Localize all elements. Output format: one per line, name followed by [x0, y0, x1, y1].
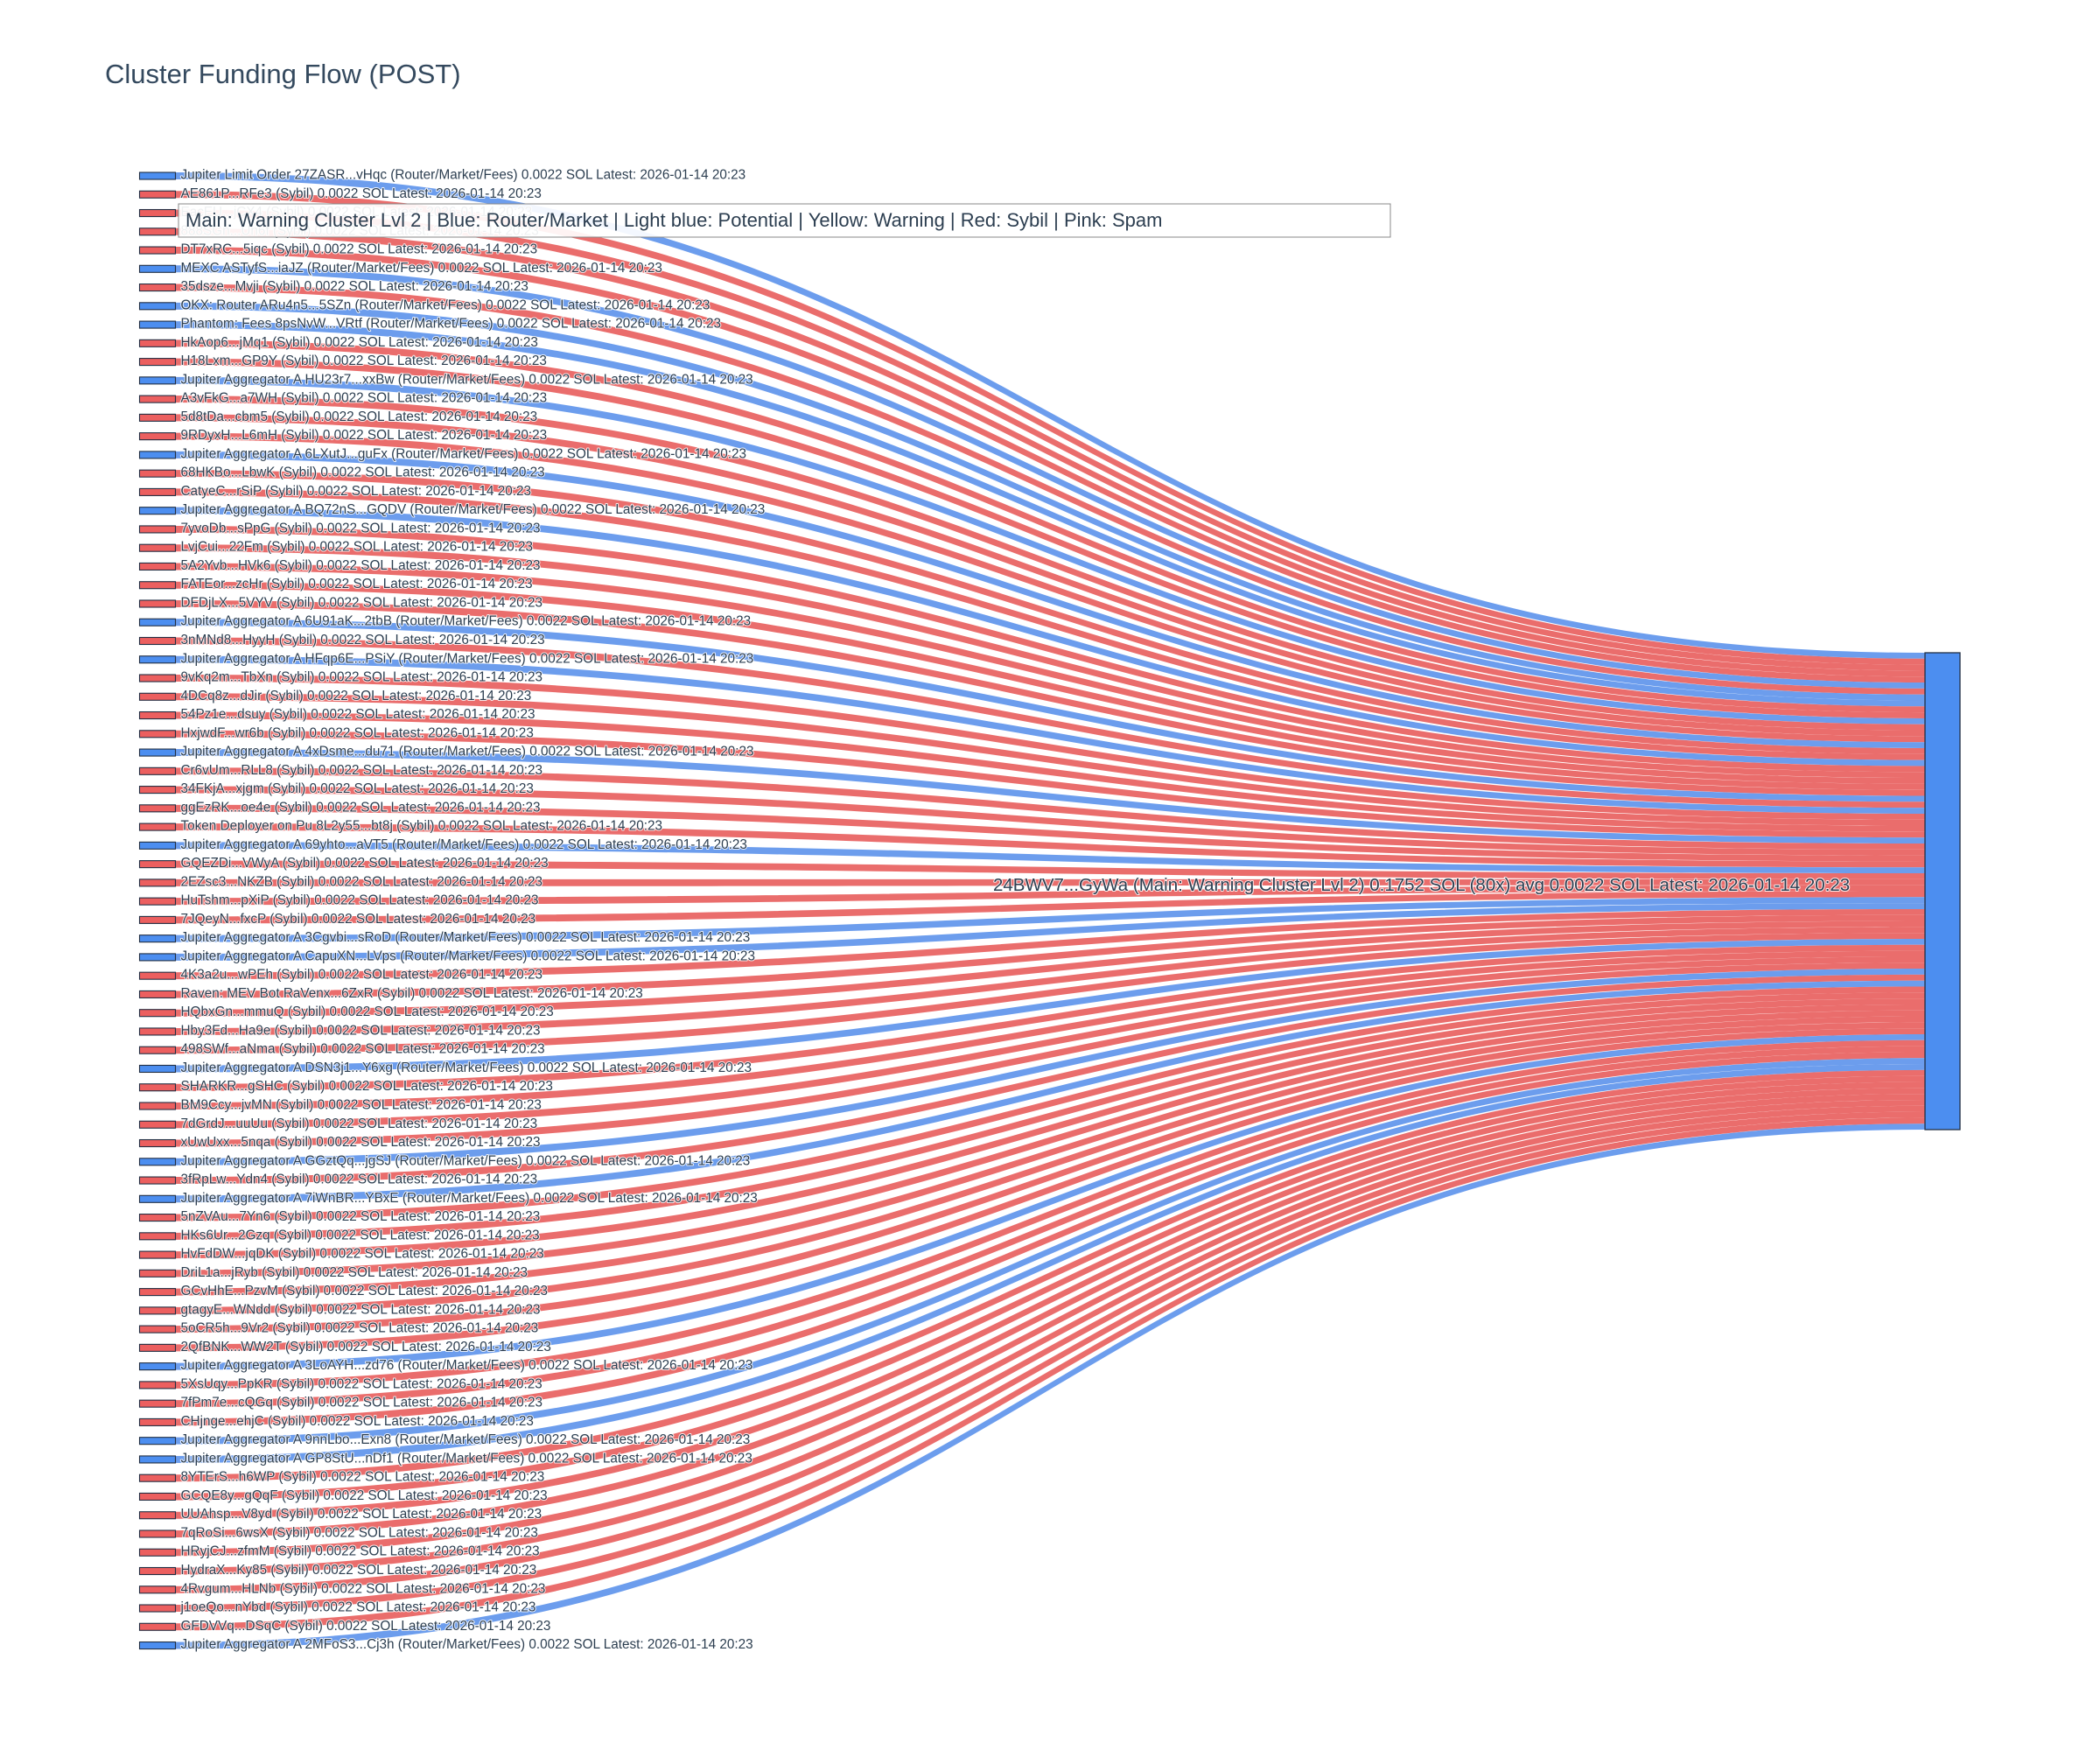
svg-text:Jupiter Aggregator A GP8StU...: Jupiter Aggregator A GP8StU...nDf1 (Rout…	[181, 1451, 752, 1466]
svg-text:Jupiter Aggregator A 9nnLbo...: Jupiter Aggregator A 9nnLbo...Exn8 (Rout…	[181, 1432, 751, 1447]
svg-text:7JQeyN...fxcP (Sybil) 0.0022 S: 7JQeyN...fxcP (Sybil) 0.0022 SOL Latest:…	[181, 912, 536, 927]
svg-text:Jupiter Aggregator A DSN3j1...: Jupiter Aggregator A DSN3j1...Y6xg (Rout…	[181, 1060, 752, 1075]
svg-text:H18Lxm...GP9Y (Sybil) 0.0022 S: H18Lxm...GP9Y (Sybil) 0.0022 SOL Latest:…	[181, 354, 547, 368]
svg-text:68HKBo...LbwK (Sybil) 0.0022 S: 68HKBo...LbwK (Sybil) 0.0022 SOL Latest:…	[181, 466, 545, 480]
svg-text:Jupiter Limit Order 27ZASR...: Jupiter Limit Order 27ZASR...vHqc (Route…	[181, 168, 746, 183]
svg-text:HkAop6...jMq1 (Sybil) 0.0022 S: HkAop6...jMq1 (Sybil) 0.0022 SOL Latest:…	[181, 335, 538, 350]
svg-text:Main: Warning Cluster Lvl 2 |: Main: Warning Cluster Lvl 2 | Blue: Rout…	[186, 209, 1162, 231]
svg-text:4K3a2u...wPEh (Sybil) 0.0022 S: 4K3a2u...wPEh (Sybil) 0.0022 SOL Latest:…	[181, 968, 543, 983]
svg-text:Jupiter Aggregator A 69yhto...: Jupiter Aggregator A 69yhto...aVT5 (Rout…	[181, 837, 747, 852]
svg-text:Jupiter Aggregator A HFqp6E...: Jupiter Aggregator A HFqp6E...PSiY (Rout…	[181, 651, 754, 666]
svg-text:BM9Ccy...jvMN (Sybil) 0.0022 S: BM9Ccy...jvMN (Sybil) 0.0022 SOL Latest:…	[181, 1098, 542, 1113]
svg-text:ggEzRK...oe4e (Sybil) 0.0022 S: ggEzRK...oe4e (Sybil) 0.0022 SOL Latest:…	[181, 800, 541, 815]
svg-text:4DCq8z...dJir (Sybil) 0.0022 S: 4DCq8z...dJir (Sybil) 0.0022 SOL Latest:…	[181, 689, 532, 704]
svg-text:GQEZDi...VWyA (Sybil) 0.0022 S: GQEZDi...VWyA (Sybil) 0.0022 SOL Latest:…	[181, 856, 549, 871]
svg-text:HQbxGn...mmuQ (Sybil) 0.0022 S: HQbxGn...mmuQ (Sybil) 0.0022 SOL Latest:…	[181, 1004, 554, 1019]
svg-text:7dGrdJ...uuUu (Sybil) 0.0022 S: 7dGrdJ...uuUu (Sybil) 0.0022 SOL Latest:…	[181, 1116, 538, 1131]
svg-text:DT7xRC...5iqc (Sybil) 0.0022 S: DT7xRC...5iqc (Sybil) 0.0022 SOL Latest:…	[181, 242, 538, 257]
svg-text:4Rvgum...HLNb (Sybil) 0.0022 S: 4Rvgum...HLNb (Sybil) 0.0022 SOL Latest:…	[181, 1581, 546, 1596]
svg-text:HKs6Ur...2Gzq (Sybil) 0.0022 S: HKs6Ur...2Gzq (Sybil) 0.0022 SOL Latest:…	[181, 1228, 540, 1242]
svg-text:Jupiter Aggregator A 3LoAYH...: Jupiter Aggregator A 3LoAYH...zd76 (Rout…	[181, 1358, 753, 1373]
svg-text:2EZsc3...NKZB (Sybil) 0.0022 S: 2EZsc3...NKZB (Sybil) 0.0022 SOL Latest:…	[181, 874, 543, 889]
svg-text:Jupiter Aggregator A BQ72nS...: Jupiter Aggregator A BQ72nS...GQDV (Rout…	[181, 502, 766, 517]
svg-text:gtagyE...WNdd (Sybil) 0.0022 S: gtagyE...WNdd (Sybil) 0.0022 SOL Latest:…	[181, 1302, 541, 1317]
svg-text:5XsUqy...PpKR (Sybil) 0.0022 S: 5XsUqy...PpKR (Sybil) 0.0022 SOL Latest:…	[181, 1376, 542, 1391]
svg-text:xUwUxx...5nqa (Sybil) 0.0022 S: xUwUxx...5nqa (Sybil) 0.0022 SOL Latest:…	[181, 1135, 541, 1150]
svg-text:FATEor...zcHr (Sybil) 0.0022 S: FATEor...zcHr (Sybil) 0.0022 SOL Latest:…	[181, 577, 533, 592]
svg-text:UUAhsp...V8yd (Sybil) 0.0022 S: UUAhsp...V8yd (Sybil) 0.0022 SOL Latest:…	[181, 1507, 542, 1522]
svg-text:54Pz1e...dsuy (Sybil) 0.0022 S: 54Pz1e...dsuy (Sybil) 0.0022 SOL Latest:…	[181, 707, 536, 722]
svg-text:8YTErS...h6WP (Sybil) 0.0022 S: 8YTErS...h6WP (Sybil) 0.0022 SOL Latest:…	[181, 1470, 545, 1485]
svg-text:j1oeQo...nYbd (Sybil) 0.0022 S: j1oeQo...nYbd (Sybil) 0.0022 SOL Latest:…	[180, 1600, 536, 1615]
svg-text:HydraX...Ky85 (Sybil) 0.0022 S: HydraX...Ky85 (Sybil) 0.0022 SOL Latest:…	[181, 1563, 537, 1578]
svg-text:CatyeC...rSiP (Sybil) 0.0022 S: CatyeC...rSiP (Sybil) 0.0022 SOL Latest:…	[181, 484, 532, 499]
svg-text:SHARKR...gSHC (Sybil) 0.0022 S: SHARKR...gSHC (Sybil) 0.0022 SOL Latest:…	[181, 1079, 553, 1094]
svg-text:7qRoSi...6wsX (Sybil) 0.0022 S: 7qRoSi...6wsX (Sybil) 0.0022 SOL Latest:…	[181, 1525, 538, 1540]
svg-text:Raven: MEV Bot RaVenx...6ZxR (: Raven: MEV Bot RaVenx...6ZxR (Sybil) 0.0…	[181, 986, 643, 1001]
svg-text:GFDVVq...DSqC (Sybil) 0.0022 S: GFDVVq...DSqC (Sybil) 0.0022 SOL Latest:…	[181, 1619, 551, 1634]
svg-text:HxjwdF...wr6b (Sybil) 0.0022 S: HxjwdF...wr6b (Sybil) 0.0022 SOL Latest:…	[181, 725, 534, 740]
svg-text:9vKq2m...TbXn (Sybil) 0.0022 S: 9vKq2m...TbXn (Sybil) 0.0022 SOL Latest:…	[181, 670, 543, 685]
svg-text:Cr6vUm...RLL8 (Sybil) 0.0022 S: Cr6vUm...RLL8 (Sybil) 0.0022 SOL Latest:…	[181, 763, 543, 778]
svg-text:OKX: Router ARu4n5...5SZn (Rou: OKX: Router ARu4n5...5SZn (Router/Market…	[181, 298, 710, 312]
svg-text:35dsze...Mvji (Sybil) 0.0022 S: 35dsze...Mvji (Sybil) 0.0022 SOL Latest:…	[181, 279, 528, 294]
svg-text:24BWV7...GyWa (Main: Warning C: 24BWV7...GyWa (Main: Warning Cluster Lvl…	[993, 875, 1850, 895]
svg-text:Cluster Funding Flow (POST): Cluster Funding Flow (POST)	[105, 59, 461, 89]
svg-text:Phantom: Fees 8psNvW...VRtf (R: Phantom: Fees 8psNvW...VRtf (Router/Mark…	[181, 317, 722, 332]
svg-text:CHjnge...ehjC (Sybil) 0.0022 S: CHjnge...ehjC (Sybil) 0.0022 SOL Latest:…	[181, 1414, 534, 1429]
svg-text:5nZVAu...7Yn6 (Sybil) 0.0022 S: 5nZVAu...7Yn6 (Sybil) 0.0022 SOL Latest:…	[181, 1209, 541, 1224]
svg-text:Jupiter Aggregator A GGztQq...: Jupiter Aggregator A GGztQq...jgSJ (Rout…	[181, 1153, 751, 1168]
svg-text:HvFdDW...jqDK (Sybil) 0.0022 S: HvFdDW...jqDK (Sybil) 0.0022 SOL Latest:…	[181, 1247, 544, 1262]
svg-text:2QfBNK...WW2T (Sybil) 0.0022 S: 2QfBNK...WW2T (Sybil) 0.0022 SOL Latest:…	[181, 1340, 551, 1354]
svg-text:MEXC ASTyfS...iaJZ (Router/Mar: MEXC ASTyfS...iaJZ (Router/Market/Fees) …	[181, 261, 662, 276]
svg-text:A3vFkG...a7WH (Sybil) 0.0022 S: A3vFkG...a7WH (Sybil) 0.0022 SOL Latest:…	[181, 391, 548, 406]
svg-text:5d8tDa...cbm5 (Sybil) 0.0022 S: 5d8tDa...cbm5 (Sybil) 0.0022 SOL Latest:…	[181, 410, 538, 424]
svg-text:Token Deployer on Pu 8L2y55...: Token Deployer on Pu 8L2y55...bt8j (Sybi…	[181, 819, 662, 834]
svg-text:Jupiter Aggregator A 3Cgvbi...: Jupiter Aggregator A 3Cgvbi...sRoD (Rout…	[181, 930, 751, 945]
svg-text:3nMNd8...HyyH (Sybil) 0.0022 S: 3nMNd8...HyyH (Sybil) 0.0022 SOL Latest:…	[181, 633, 545, 648]
svg-text:Jupiter Aggregator A 7iWnBR...: Jupiter Aggregator A 7iWnBR...YBxE (Rout…	[181, 1191, 758, 1206]
svg-text:9RDyxH...L6mH (Sybil) 0.0022 S: 9RDyxH...L6mH (Sybil) 0.0022 SOL Latest:…	[181, 428, 548, 443]
svg-text:Jupiter Aggregator A 6U91aK...: Jupiter Aggregator A 6U91aK...2tbB (Rout…	[181, 614, 752, 629]
svg-text:LvjCui...22Fm (Sybil) 0.0022 S: LvjCui...22Fm (Sybil) 0.0022 SOL Latest:…	[181, 540, 533, 555]
svg-text:Hby3Fd...Ha9e (Sybil) 0.0022 S: Hby3Fd...Ha9e (Sybil) 0.0022 SOL Latest:…	[181, 1023, 541, 1038]
svg-text:5A2Yvb...HVk6 (Sybil) 0.0022 S: 5A2Yvb...HVk6 (Sybil) 0.0022 SOL Latest:…	[181, 558, 541, 573]
svg-text:Jupiter Aggregator A HU23r7...: Jupiter Aggregator A HU23r7...xxBw (Rout…	[181, 372, 753, 387]
svg-text:HRyjCJ...zfmM (Sybil) 0.0022 S: HRyjCJ...zfmM (Sybil) 0.0022 SOL Latest:…	[181, 1544, 540, 1559]
svg-text:GCvHhE...PzvM (Sybil) 0.0022 S: GCvHhE...PzvM (Sybil) 0.0022 SOL Latest:…	[181, 1284, 548, 1298]
svg-text:5oCR5h...9Vr2 (Sybil) 0.0022 S: 5oCR5h...9Vr2 (Sybil) 0.0022 SOL Latest:…	[181, 1321, 539, 1336]
svg-text:Jupiter Aggregator A 4xDsme...: Jupiter Aggregator A 4xDsme...du71 (Rout…	[181, 745, 754, 760]
svg-text:34FKjA...xjgm (Sybil) 0.0022 S: 34FKjA...xjgm (Sybil) 0.0022 SOL Latest:…	[181, 781, 534, 796]
svg-text:Jupiter Aggregator A 2MFoS3...: Jupiter Aggregator A 2MFoS3...Cj3h (Rout…	[181, 1637, 753, 1652]
svg-text:HuTshm...pXiP (Sybil) 0.0022 S: HuTshm...pXiP (Sybil) 0.0022 SOL Latest:…	[181, 893, 539, 908]
svg-text:DriL1a...jRyb (Sybil) 0.0022 S: DriL1a...jRyb (Sybil) 0.0022 SOL Latest:…	[181, 1265, 528, 1280]
svg-text:3fRpLw...Ydn4 (Sybil) 0.0022 S: 3fRpLw...Ydn4 (Sybil) 0.0022 SOL Latest:…	[181, 1172, 538, 1187]
svg-text:Jupiter Aggregator A 6LXutJ...: Jupiter Aggregator A 6LXutJ...guFx (Rout…	[181, 446, 747, 461]
svg-text:AE861P...RFe3 (Sybil) 0.0022 S: AE861P...RFe3 (Sybil) 0.0022 SOL Latest:…	[181, 186, 542, 201]
svg-text:498SWf...aNma (Sybil) 0.0022 S: 498SWf...aNma (Sybil) 0.0022 SOL Latest:…	[181, 1042, 545, 1057]
svg-text:Jupiter Aggregator A CapuXN...: Jupiter Aggregator A CapuXN...LVps (Rout…	[181, 948, 755, 963]
svg-text:GCQE8y...gQqF (Sybil) 0.0022 S: GCQE8y...gQqF (Sybil) 0.0022 SOL Latest:…	[181, 1488, 548, 1503]
svg-text:DFDjLX...5VYV (Sybil) 0.0022 S: DFDjLX...5VYV (Sybil) 0.0022 SOL Latest:…	[181, 595, 543, 610]
svg-text:7yvoDb...sPpG (Sybil) 0.0022 S: 7yvoDb...sPpG (Sybil) 0.0022 SOL Latest:…	[181, 521, 541, 536]
svg-text:7fPm7e...cQGq (Sybil) 0.0022 S: 7fPm7e...cQGq (Sybil) 0.0022 SOL Latest:…	[181, 1396, 543, 1410]
